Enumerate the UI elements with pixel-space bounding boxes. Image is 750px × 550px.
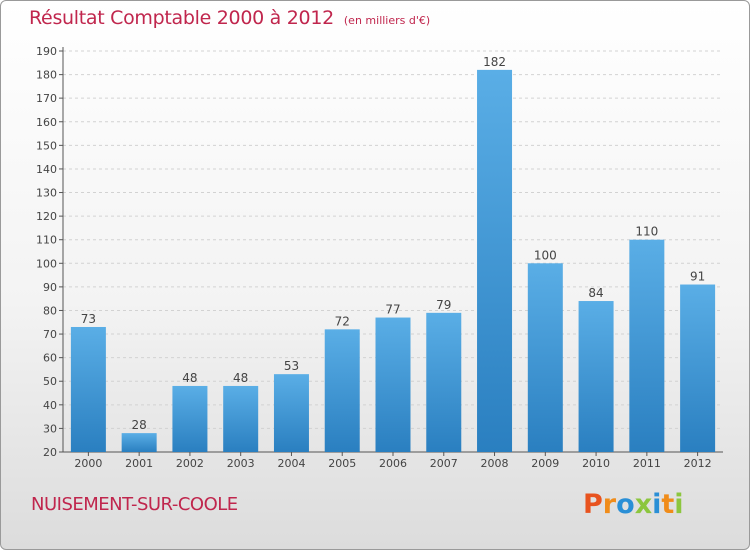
y-tick-label: 180: [36, 69, 57, 82]
y-tick-label: 190: [36, 45, 57, 58]
x-tick-label: 2005: [328, 457, 356, 470]
y-tick-label: 110: [36, 234, 57, 247]
title-text: Résultat Comptable 2000 à 2012: [29, 7, 334, 29]
bars: [70, 69, 716, 452]
logo-letter: i: [652, 489, 662, 520]
data-label: 28: [132, 418, 147, 432]
logo-letter: i: [674, 489, 684, 520]
data-label: 48: [233, 371, 248, 385]
data-label: 53: [284, 359, 299, 373]
x-tick-label: 2006: [379, 457, 407, 470]
x-tick-label: 2000: [74, 457, 102, 470]
bar: [629, 239, 665, 452]
bar: [70, 326, 106, 452]
y-tick-label: 130: [36, 187, 57, 200]
x-tick-label: 2011: [633, 457, 661, 470]
x-tick-label: 2007: [430, 457, 458, 470]
y-tick-label: 120: [36, 210, 57, 223]
y-tick-label: 90: [43, 281, 57, 294]
x-tick-label: 2002: [176, 457, 204, 470]
data-label: 77: [385, 303, 400, 317]
data-label: 79: [436, 298, 451, 312]
data-label: 100: [534, 248, 557, 262]
commune-name: NUISEMENT-SUR-COOLE: [31, 494, 238, 515]
data-label: 72: [335, 314, 350, 328]
bar: [527, 263, 563, 452]
x-tick-label: 2003: [227, 457, 255, 470]
bar: [273, 374, 309, 452]
x-tick-label: 2010: [582, 457, 610, 470]
y-tick-label: 100: [36, 257, 57, 270]
y-tick-label: 160: [36, 116, 57, 129]
data-label: 73: [81, 312, 96, 326]
x-tick-label: 2008: [481, 457, 509, 470]
logo-letter: x: [634, 489, 653, 520]
logo-letter: r: [602, 489, 617, 520]
x-tick-label: 2009: [531, 457, 559, 470]
x-tick-label: 2004: [277, 457, 305, 470]
data-label: 182: [483, 55, 506, 69]
y-tick-label: 30: [43, 422, 57, 435]
bar: [121, 433, 157, 452]
bar-chart: 20 30 40 50 60 70 80 90 100 110 120 130 140 150 160 170…: [36, 45, 723, 470]
labels: 73 2000 28 2001 48 2002 48 2003 53 2004 72 2005 77 20…: [74, 55, 711, 470]
bar: [172, 385, 208, 452]
title-unit: (en milliers d'€): [343, 14, 431, 27]
y-tick-label: 60: [43, 352, 57, 365]
logo-letter: P: [583, 489, 603, 520]
bar: [375, 317, 411, 452]
data-label: 110: [635, 225, 658, 239]
x-tick-label: 2001: [125, 457, 153, 470]
y-tick-label: 150: [36, 139, 57, 152]
bar: [223, 385, 259, 452]
y-tick-label: 20: [43, 446, 57, 459]
bar: [426, 312, 462, 452]
chart-title: Résultat Comptable 2000 à 2012 (en millie…: [29, 7, 430, 29]
bar: [578, 301, 614, 452]
y-tick-label: 40: [43, 399, 57, 412]
data-label: 84: [588, 286, 603, 300]
y-tick-label: 70: [43, 328, 57, 341]
data-label: 91: [690, 270, 705, 284]
x-tick-label: 2012: [684, 457, 712, 470]
bar: [680, 284, 716, 452]
logo-letter: o: [616, 489, 635, 520]
bar: [324, 329, 360, 452]
bar: [477, 69, 513, 452]
logo-letter: t: [661, 489, 675, 520]
y-tick-label: 140: [36, 163, 57, 176]
y-tick-label: 80: [43, 304, 57, 317]
data-label: 48: [182, 371, 197, 385]
y-tick-label: 170: [36, 92, 57, 105]
y-tick-label: 50: [43, 375, 57, 388]
proxiti-logo[interactable]: Proxiti: [583, 489, 684, 520]
